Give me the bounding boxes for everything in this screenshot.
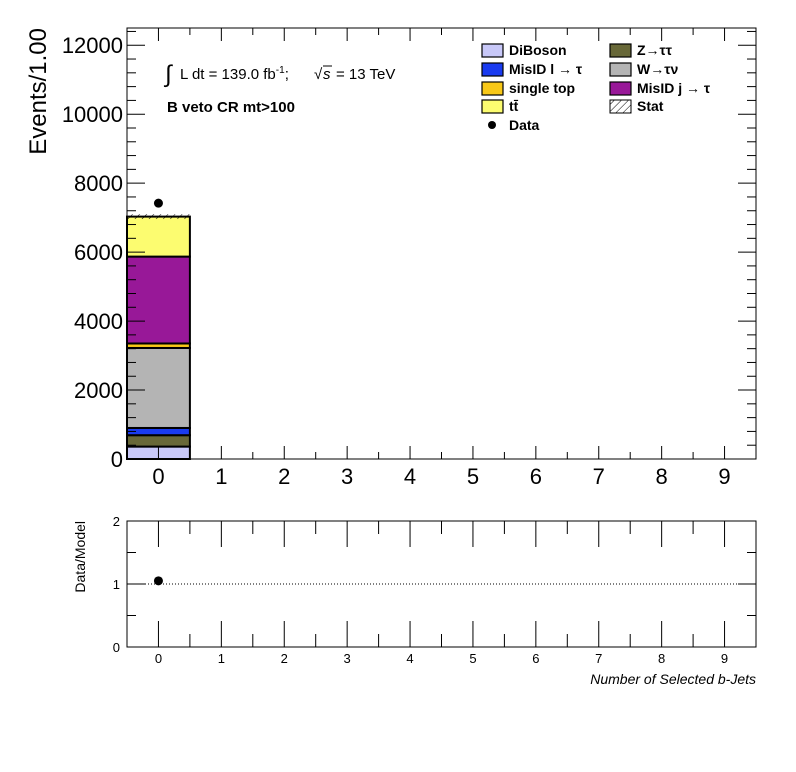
integral-sign: ∫ [163,61,173,88]
legend-label: MisID j → τ [637,80,711,96]
legend: DiBoson Z→ττ MisID l → τ W→τν single top MisI… [481,42,711,133]
legend-label: tt̄ [509,98,519,114]
legend-label: W→τν [637,61,678,77]
ratio-x-tick-label: 4 [406,651,413,666]
legend-swatch [609,62,632,77]
y-tick-label: 6000 [74,240,123,265]
x-tick-label: 9 [718,464,730,489]
bar-segment [126,434,191,448]
ratio-x-tick-label: 7 [595,651,602,666]
y-tick-label: 2000 [74,378,123,403]
ratio-y-axis-title: Data/Model [72,521,88,593]
legend-swatch [481,62,504,77]
lumi-prefix: L dt = 139.0 fb [180,66,276,83]
y-tick-label: 12000 [62,33,123,58]
legend-swatch [481,99,504,114]
legend-swatch [609,43,632,58]
legend-swatch [481,81,504,96]
energy-value: = 13 TeV [336,66,395,83]
x-tick-label: 5 [467,464,479,489]
data-point [153,198,163,208]
stacked-bars [126,215,191,460]
data-points [153,198,163,208]
main-panel: 0 1 2 3 4 5 6 7 8 9 0 2000 4000 6000 8000 10000 12000 E… [25,27,757,489]
ratio-x-tick-label: 2 [281,651,288,666]
legend-swatch [481,43,504,58]
x-axis-title: Number of Selected b-Jets [590,671,756,687]
y-tick-label: 0 [111,447,123,472]
lumi-exponent: -1 [276,65,285,76]
legend-label: MisID l → τ [509,61,583,77]
legend-swatch [609,81,632,96]
main-y-tick-labels: 0 2000 4000 6000 8000 10000 12000 [62,33,123,472]
ratio-points [153,576,163,586]
ratio-y-tick-label: 0 [113,640,120,655]
main-x-tick-labels: 0 1 2 3 4 5 6 7 8 9 [152,464,730,489]
ratio-point [153,576,163,586]
ratio-y-tick-label: 1 [113,577,120,592]
x-tick-label: 4 [404,464,416,489]
x-tick-label: 3 [341,464,353,489]
lumi-separator: ; [285,66,289,83]
energy-symbol: s [323,66,331,83]
bar-segment [126,215,191,258]
legend-label: single top [509,80,575,96]
region-label: B veto CR mt>100 [167,99,295,116]
legend-label: DiBoson [509,42,567,58]
legend-swatch-hatch [609,99,632,114]
ratio-x-tick-label: 6 [532,651,539,666]
main-plot-frame [126,27,757,460]
ratio-y-tick-label: 2 [113,514,120,529]
legend-label: Z→ττ [637,42,673,58]
y-tick-label: 8000 [74,171,123,196]
ratio-x-tick-label: 3 [344,651,351,666]
x-tick-label: 8 [656,464,668,489]
x-tick-label: 6 [530,464,542,489]
ratio-x-tick-label: 5 [469,651,476,666]
bar-segment [126,426,191,437]
legend-marker [488,121,496,129]
ratio-x-tick-label: 9 [721,651,728,666]
y-axis-title: Events/1.00 [25,28,52,155]
x-tick-label: 7 [593,464,605,489]
ratio-x-tick-label: 1 [218,651,225,666]
legend-label: Data [509,117,540,133]
lumi-text: L dt = 139.0 fb-1; [180,65,289,83]
y-tick-label: 4000 [74,309,123,334]
ratio-y-tick-labels: 0 1 2 [113,514,120,655]
ratio-x-tick-labels: 0 1 2 3 4 5 6 7 8 9 [155,651,728,666]
ratio-x-tick-label: 0 [155,651,162,666]
ratio-x-tick-label: 8 [658,651,665,666]
ratio-plot-frame [126,520,757,648]
lumi-annotation: ∫ L dt = 139.0 fb-1; √ s = 13 TeV [163,61,395,88]
stat-uncertainty-band [127,214,190,220]
x-tick-label: 0 [152,464,164,489]
legend-label: Stat [637,98,664,114]
x-tick-label: 1 [215,464,227,489]
sqrt-sign: √ [314,66,323,83]
y-tick-label: 10000 [62,102,123,127]
bar-segment [126,346,191,429]
ratio-panel: 0 1 2 3 4 5 6 7 8 9 0 1 2 Data/Model Number of Sele… [72,514,757,687]
x-tick-label: 2 [278,464,290,489]
bar-segment [126,255,191,345]
